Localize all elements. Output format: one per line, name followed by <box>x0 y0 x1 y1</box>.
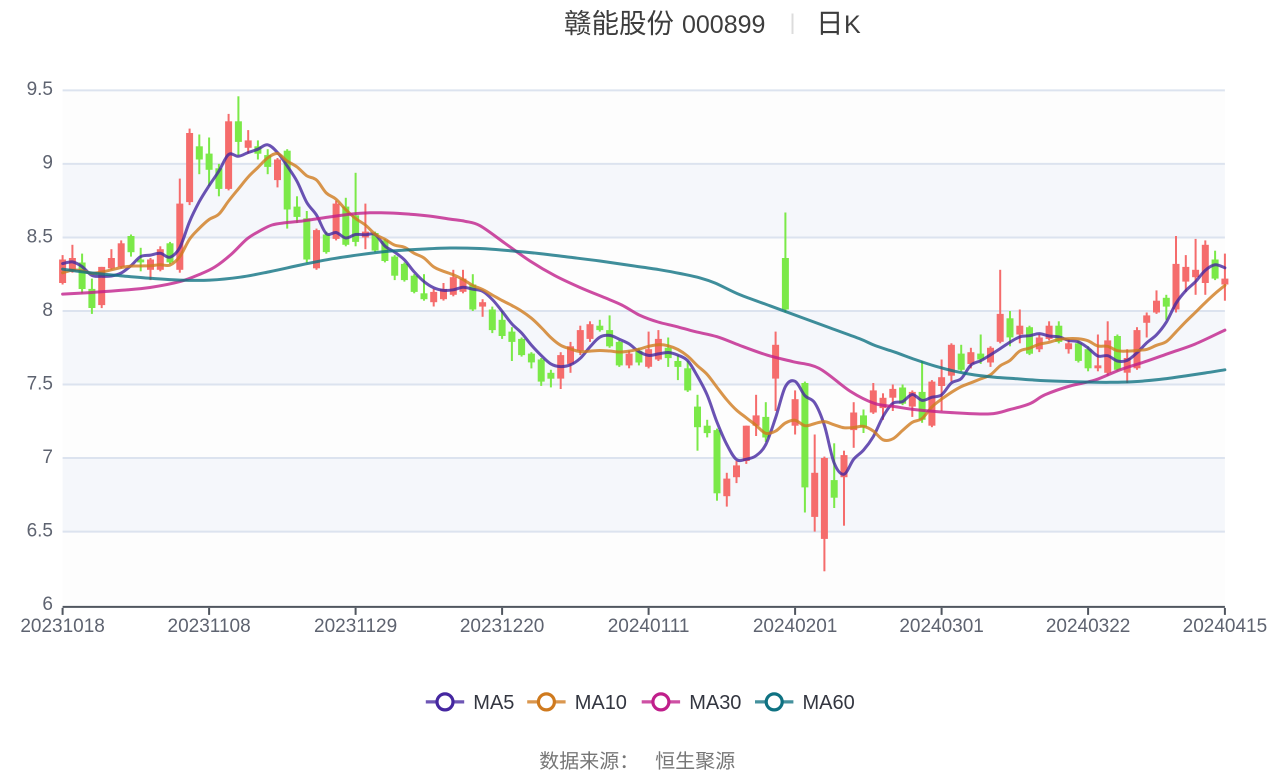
svg-text:8.5: 8.5 <box>27 226 53 247</box>
svg-text:9: 9 <box>42 153 53 174</box>
svg-text:20231108: 20231108 <box>168 616 251 637</box>
svg-text:7.5: 7.5 <box>27 373 53 394</box>
svg-text:20240301: 20240301 <box>899 616 984 637</box>
svg-text:K: K <box>844 11 861 39</box>
svg-text:20240415: 20240415 <box>1183 616 1268 637</box>
svg-text:MA60: MA60 <box>803 692 855 714</box>
svg-text:20240111: 20240111 <box>608 616 690 637</box>
svg-text:MA10: MA10 <box>575 692 627 714</box>
svg-text:6.5: 6.5 <box>27 520 53 541</box>
svg-text:6: 6 <box>42 594 53 615</box>
svg-text:000899: 000899 <box>682 11 765 39</box>
svg-text:20231220: 20231220 <box>460 616 545 637</box>
svg-text:8: 8 <box>42 300 53 321</box>
svg-text:7: 7 <box>42 447 53 468</box>
svg-text:MA30: MA30 <box>689 692 741 714</box>
svg-text:20231129: 20231129 <box>314 616 397 637</box>
svg-text:20240322: 20240322 <box>1046 616 1131 637</box>
svg-text:MA5: MA5 <box>473 692 514 714</box>
svg-text:20240201: 20240201 <box>753 616 838 637</box>
svg-text:9.5: 9.5 <box>27 79 53 100</box>
svg-text:20231018: 20231018 <box>20 616 105 637</box>
